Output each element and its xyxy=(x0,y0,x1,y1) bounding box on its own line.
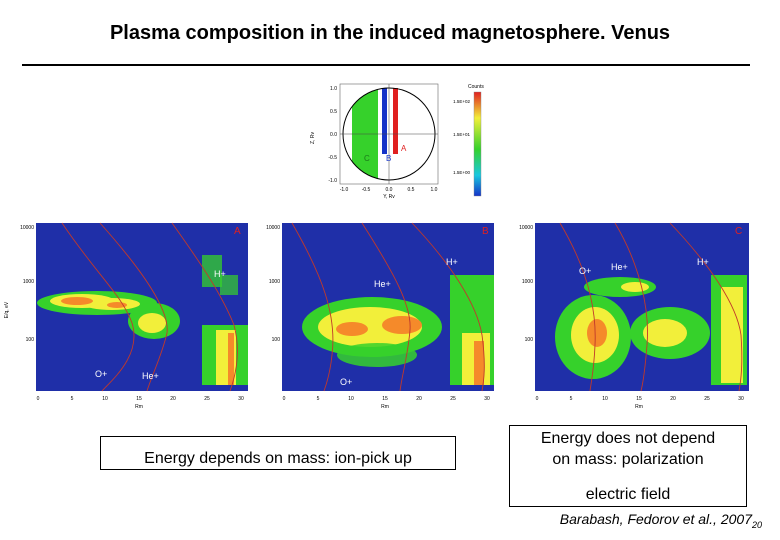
panel-a-xtick: 15 xyxy=(136,396,142,402)
ion-pickup-note-box: Energy depends on mass: ion-pick up xyxy=(100,436,456,470)
spectrogram-panel-a: A H+ O+ He+ 10000 1000 100 E/q, eV 0 5 1… xyxy=(4,222,248,410)
panel-a-xtick: 0 xyxy=(37,396,40,402)
orbit-ytick: 0.0 xyxy=(330,132,337,138)
panel-a-xtick: 20 xyxy=(170,396,176,402)
page-number: 20 xyxy=(751,519,762,530)
panel-a-ion-label: H+ xyxy=(214,269,226,279)
panel-c-xtick: 20 xyxy=(670,396,676,402)
panel-c-ion-label: He+ xyxy=(611,262,628,272)
panel-a-ion-label: He+ xyxy=(142,371,159,381)
panel-a-xtick: 10 xyxy=(102,396,108,402)
panel-b-xtick: 25 xyxy=(450,396,456,402)
citation: Barabash, Fedorov et al., 200720 xyxy=(560,511,762,530)
panel-c-xtick: 25 xyxy=(704,396,710,402)
spectrogram-panel-c: C O+ He+ H+ 10000 1000 100 0 5 10 15 20 … xyxy=(519,222,749,410)
orbit-xtick: 1.0 xyxy=(431,187,438,193)
panel-a-ytick: 100 xyxy=(26,337,35,343)
panel-c-xtick: 0 xyxy=(536,396,539,402)
orbit-ytick: 1.0 xyxy=(330,86,337,92)
panel-a-xtick: 5 xyxy=(71,396,74,402)
polarization-note-line: electric field xyxy=(585,486,671,503)
panel-b-xtick: 10 xyxy=(348,396,354,402)
colorbar-tick: 1.5E+02 xyxy=(453,99,470,104)
orbit-ytick: 0.5 xyxy=(330,109,337,115)
panel-b-xtick: 0 xyxy=(283,396,286,402)
slide-title: Plasma composition in the induced magnet… xyxy=(109,22,671,44)
region-label-c: C xyxy=(364,154,370,163)
panel-c-ytick: 100 xyxy=(525,337,534,343)
orbit-ylabel: Z, Rv xyxy=(310,132,316,144)
panel-a-xlabel: Rm xyxy=(135,404,143,410)
panel-b-ion-label: He+ xyxy=(374,279,391,289)
orbit-ytick: -1.0 xyxy=(328,178,337,184)
panel-a-ytick: 10000 xyxy=(20,225,34,231)
panel-b-ytick: 100 xyxy=(272,337,281,343)
panel-c-ytick: 1000 xyxy=(522,279,533,285)
panel-a-ytick: 1000 xyxy=(23,279,34,285)
panel-c-ytick: 10000 xyxy=(519,225,533,231)
panel-a-xtick: 30 xyxy=(238,396,244,402)
orbit-cross-section-plot: 1.0 0.5 0.0 -0.5 -1.0 Z, Rv -1.0 -0.5 0.… xyxy=(310,83,484,200)
orbit-xtick: -0.5 xyxy=(362,187,371,193)
polarization-note-box: Energy does not depend on mass: polariza… xyxy=(509,425,747,507)
colorbar-tick: 1.5E+00 xyxy=(453,170,470,175)
panel-c-xtick: 10 xyxy=(602,396,608,402)
panel-b-xtick: 15 xyxy=(382,396,388,402)
region-a-track xyxy=(393,88,398,154)
panel-b-ytick: 1000 xyxy=(269,279,280,285)
orbit-xtick: 0.5 xyxy=(408,187,415,193)
panel-c-xtick: 5 xyxy=(570,396,573,402)
citation-text: Barabash, Fedorov et al., 2007 xyxy=(559,511,752,527)
colorbar xyxy=(473,91,482,197)
panel-c-ion-label: O+ xyxy=(579,266,591,276)
orbit-xtick: -1.0 xyxy=(340,187,349,193)
panel-c-xlabel: Rm xyxy=(635,404,643,410)
panel-b-ion-label: H+ xyxy=(446,257,458,267)
panel-b-xtick: 5 xyxy=(317,396,320,402)
colorbar-tick: 1.5E+01 xyxy=(453,132,470,137)
panel-a-letter: A xyxy=(234,226,241,237)
panel-b-ion-label: O+ xyxy=(340,377,352,387)
panel-c-xtick: 30 xyxy=(738,396,744,402)
panel-a-ion-label: O+ xyxy=(95,369,107,379)
panel-a-ylabel: E/q, eV xyxy=(4,301,10,318)
polarization-note-line: Energy does not depend xyxy=(540,430,716,447)
panel-b-letter: B xyxy=(482,226,489,237)
orbit-ytick: -0.5 xyxy=(328,155,337,161)
region-label-a: A xyxy=(401,144,407,153)
panel-b-xtick: 30 xyxy=(484,396,490,402)
panel-b-ytick: 10000 xyxy=(266,225,280,231)
region-b-track xyxy=(382,88,387,154)
ion-pickup-note-text: Energy depends on mass: ion-pick up xyxy=(144,450,412,467)
panel-b-xlabel: Rm xyxy=(381,404,389,410)
orbit-xlabel: Y, Rv xyxy=(383,194,395,200)
region-label-b: B xyxy=(386,154,391,163)
panel-c-letter: C xyxy=(735,226,742,237)
polarization-note-line: on mass: polarization xyxy=(552,451,704,468)
title-divider xyxy=(22,64,750,66)
spectrogram-panel-b: B H+ He+ O+ 10000 1000 100 0 5 10 15 20 … xyxy=(266,222,494,410)
panel-c-xtick: 15 xyxy=(636,396,642,402)
panel-c-ion-label: H+ xyxy=(697,257,709,267)
colorbar-title: Counts xyxy=(468,84,484,90)
panel-a-xtick: 25 xyxy=(204,396,210,402)
orbit-xtick: 0.0 xyxy=(386,187,393,193)
panel-b-xtick: 20 xyxy=(416,396,422,402)
